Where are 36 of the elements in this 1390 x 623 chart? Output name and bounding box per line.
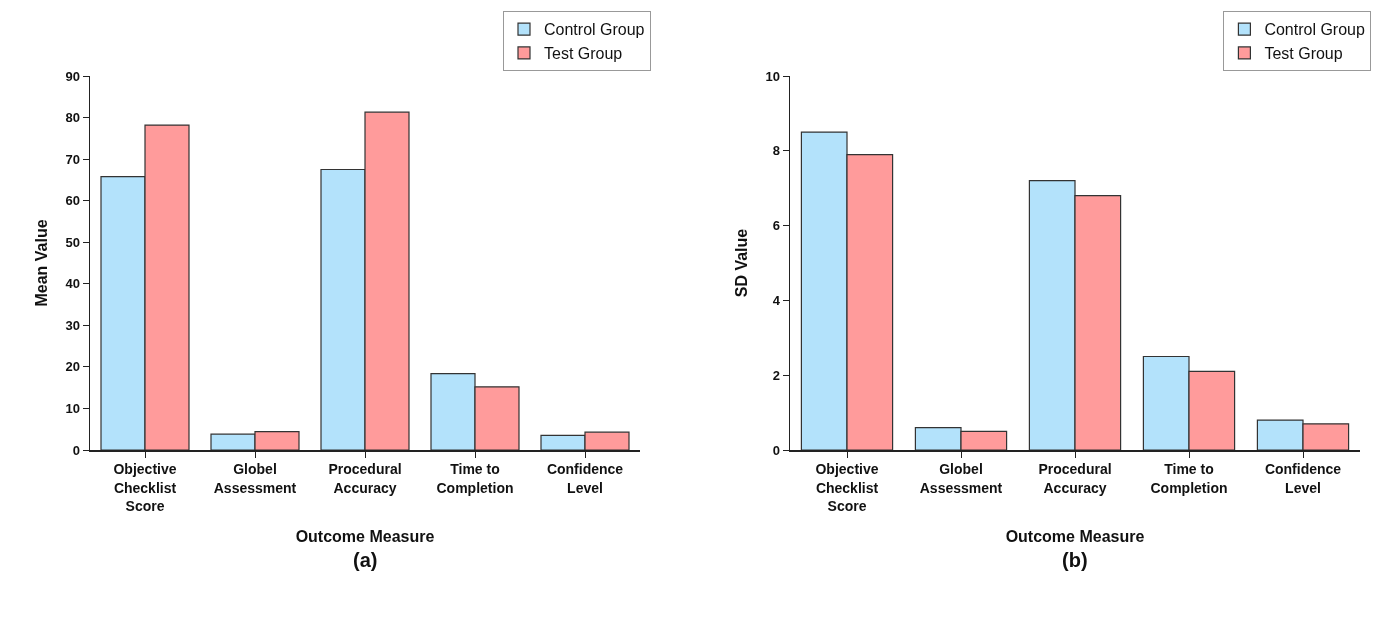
y-tick-label: 30: [65, 317, 80, 333]
x-tick-label: Time to Completion: [1150, 461, 1228, 496]
x-tick-label: Confidence Level: [1264, 461, 1342, 496]
y-tick-label: 6: [772, 218, 780, 234]
text: (a): [353, 549, 378, 571]
y-tick-label: 50: [65, 234, 80, 250]
x-tick-label: Objective Checklist Score: [815, 461, 879, 514]
x-tick-label: Globel Assessment: [213, 461, 297, 496]
x-tick-label: Confidence Level: [546, 461, 624, 496]
text: (b): [1062, 549, 1088, 571]
y-tick-label: 0: [772, 442, 780, 458]
y-tick-label: 80: [65, 110, 80, 126]
y-tick-label: 4: [772, 292, 781, 308]
y-tick-label: 60: [65, 193, 80, 209]
x-axis-title: Outcome Measure: [295, 528, 435, 546]
x-tick-label: Objective Checklist Score: [113, 461, 177, 514]
legend-label: Control Group: [544, 21, 645, 39]
x-tick-label: Time to Completion: [436, 461, 514, 496]
y-axis-title: SD Value: [732, 228, 750, 298]
y-tick-label: 90: [65, 68, 80, 84]
y-tick-label: 20: [65, 359, 80, 375]
x-tick-label: Procedural Accuracy: [328, 461, 402, 496]
y-axis-title: Mean Value: [32, 219, 50, 307]
x-tick-label: Globel Assessment: [919, 461, 1003, 496]
legend-label: Test Group: [1264, 45, 1343, 63]
x-tick-label: Procedural Accuracy: [1038, 461, 1112, 496]
legend-label: Control Group: [1264, 21, 1365, 39]
y-tick-label: 8: [772, 143, 780, 159]
y-tick-label: 2: [772, 367, 780, 383]
y-tick-label: 10: [65, 400, 80, 416]
x-axis-title: Outcome Measure: [1005, 528, 1145, 546]
y-tick-label: 70: [65, 151, 80, 167]
legend-label: Test Group: [544, 45, 623, 63]
y-tick-label: 10: [765, 68, 780, 84]
y-tick-label: 40: [65, 276, 80, 292]
y-tick-label: 0: [72, 442, 80, 458]
